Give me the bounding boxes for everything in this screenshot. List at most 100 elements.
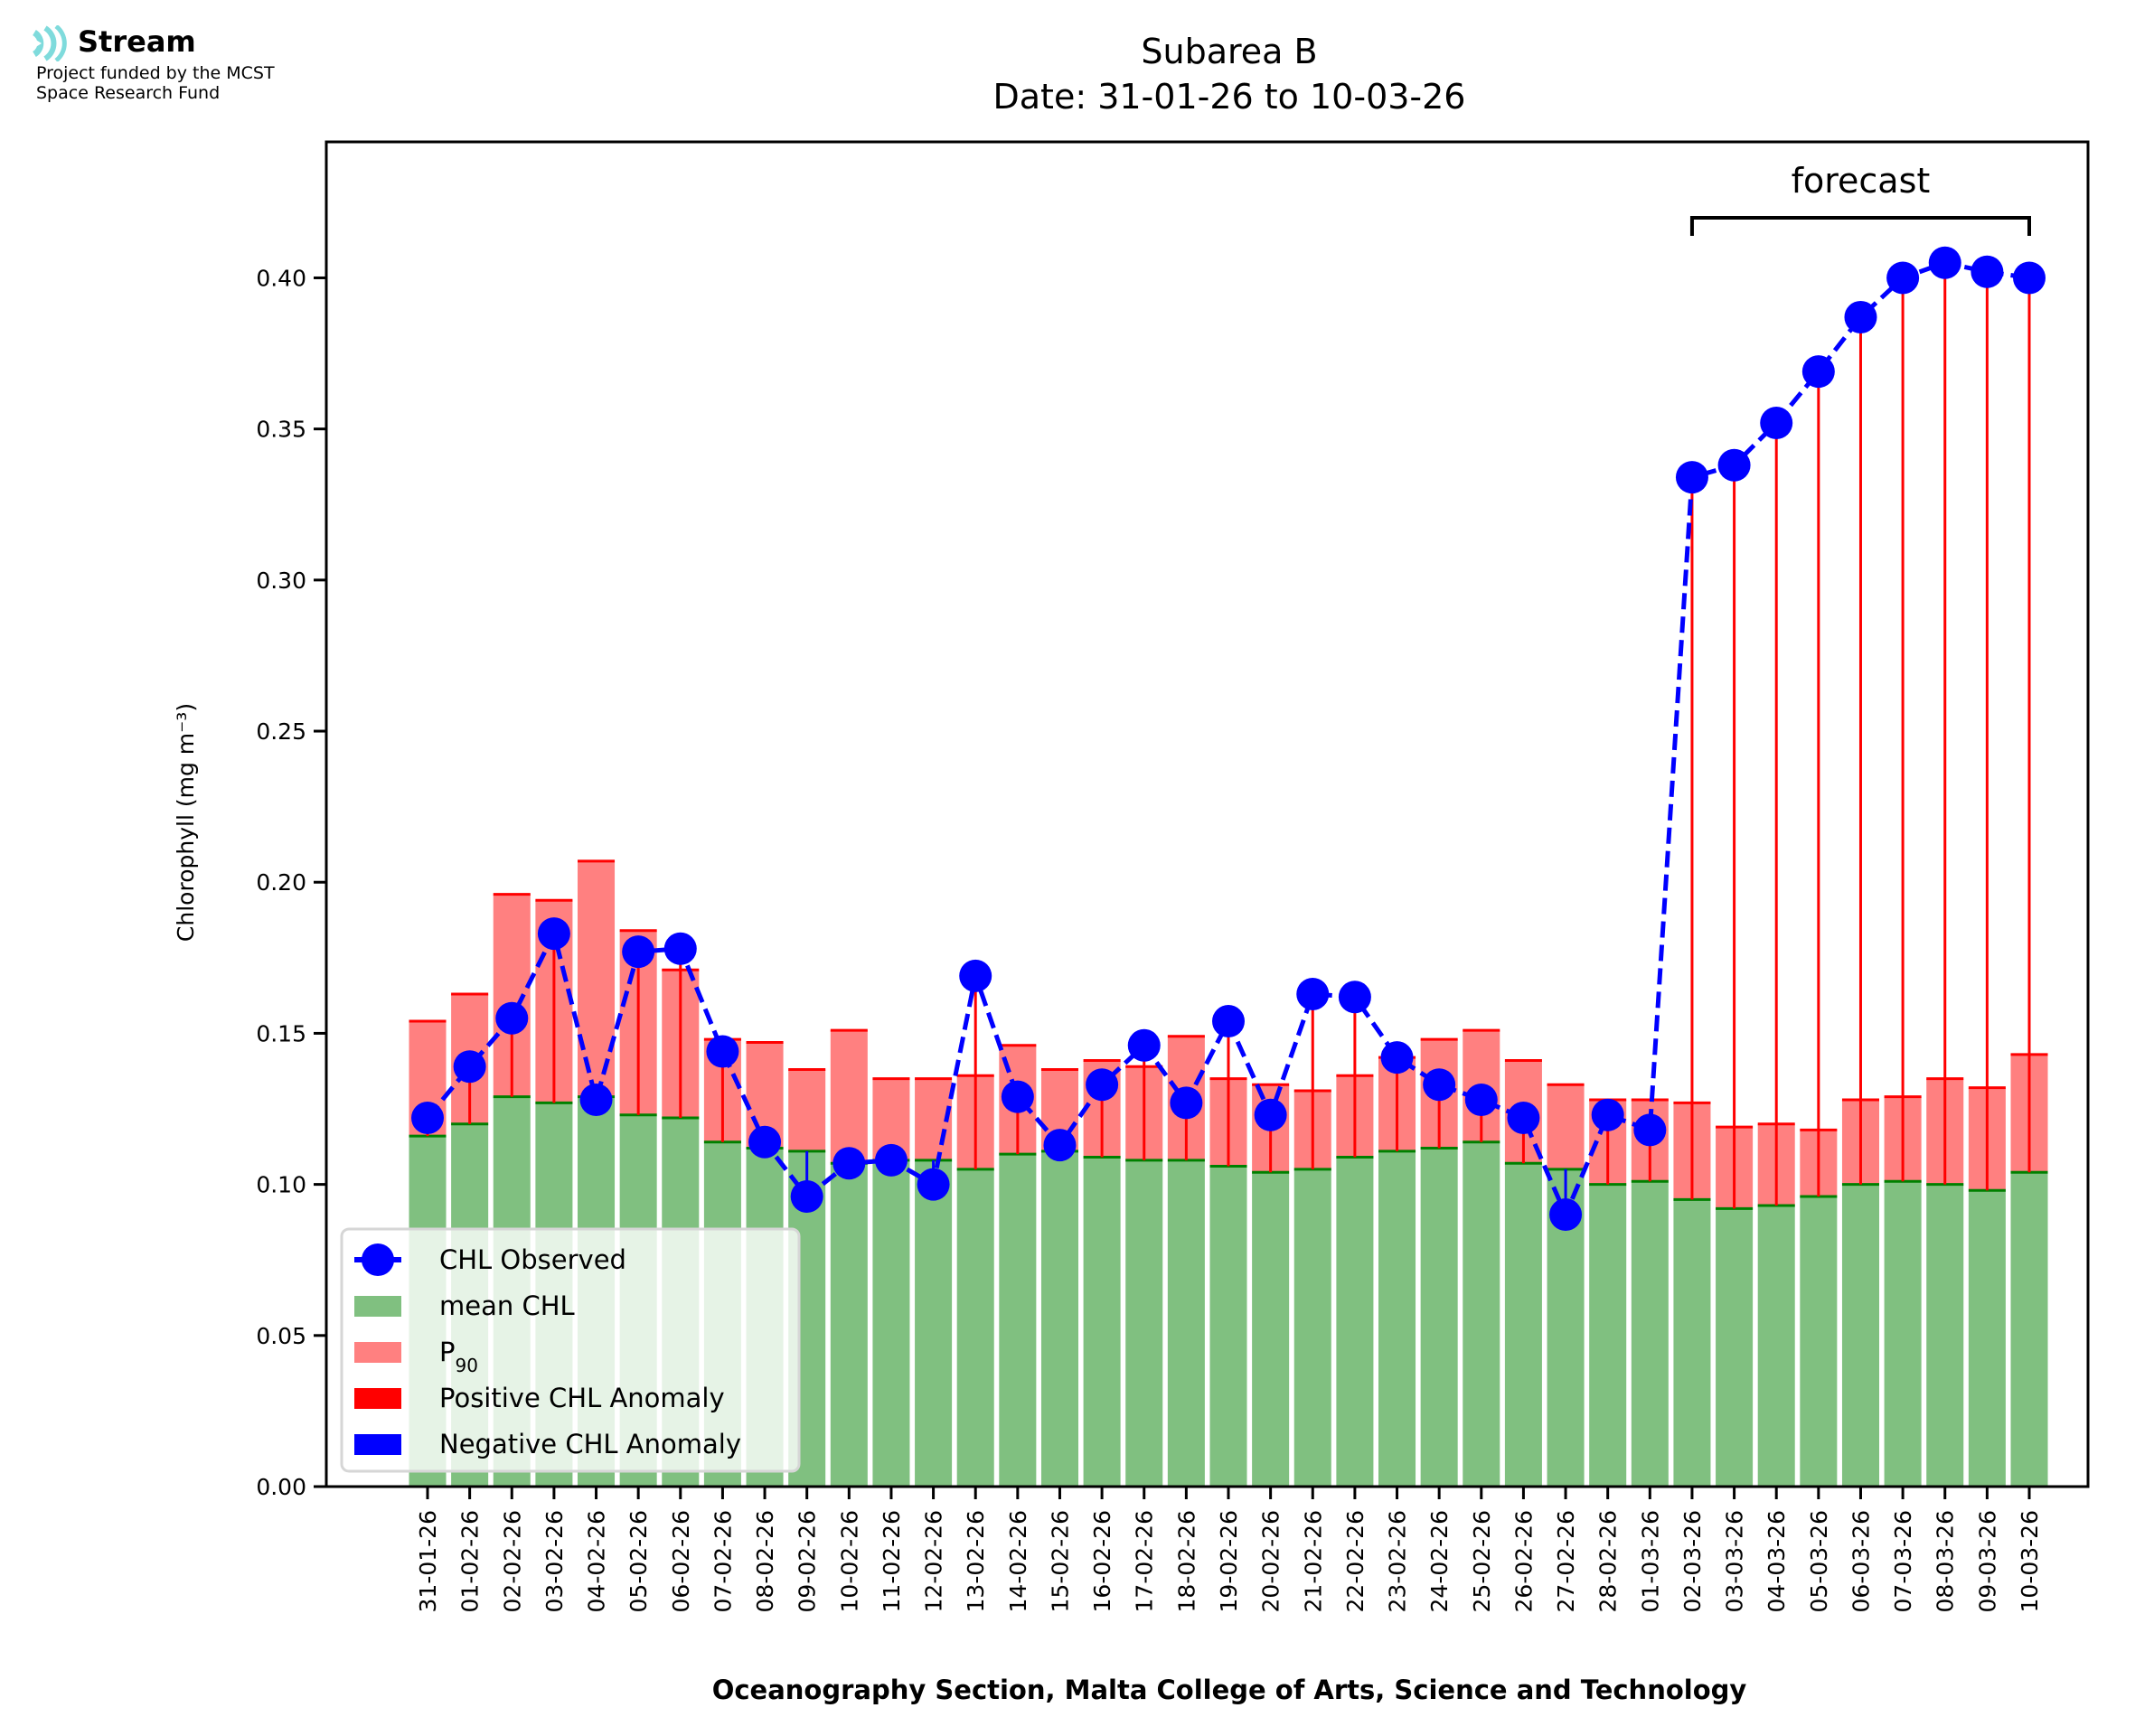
x-tick-label: 28-02-26 — [1595, 1510, 1622, 1612]
mean-bar — [1673, 1199, 1711, 1487]
legend-box — [340, 1227, 801, 1473]
observed-point — [959, 959, 992, 992]
x-tick-label: 10-03-26 — [2017, 1510, 2043, 1612]
mean-bar — [1125, 1159, 1163, 1487]
y-tick-label: 0.30 — [256, 568, 306, 594]
x-tick-label: 01-02-26 — [457, 1510, 484, 1612]
mean-bar — [872, 1159, 910, 1487]
x-tick-label: 04-03-26 — [1764, 1510, 1790, 1612]
plot-frame — [325, 140, 2090, 1488]
x-tick-label: 07-02-26 — [710, 1510, 736, 1612]
x-tick-label: 22-02-26 — [1342, 1510, 1369, 1612]
y-tick-label: 0.10 — [256, 1172, 306, 1198]
mean-bar — [2010, 1172, 2048, 1487]
observed-point — [1717, 448, 1751, 482]
mean-bar — [999, 1154, 1037, 1487]
x-tick-label: 25-02-26 — [1469, 1510, 1495, 1612]
observed-point — [1591, 1098, 1624, 1131]
observed-point — [1423, 1068, 1456, 1102]
mean-bar — [1589, 1184, 1627, 1487]
logo-subtitle-line2: Space Research Fund — [36, 83, 221, 103]
mean-bar — [1800, 1196, 1838, 1487]
x-tick-label: 02-02-26 — [499, 1510, 525, 1612]
x-tick-label: 09-03-26 — [1974, 1510, 2000, 1612]
mean-bar — [1757, 1206, 1795, 1487]
mean-bar — [1083, 1157, 1121, 1487]
logo-subtitle-line1: Project funded by the MCST — [36, 63, 275, 83]
observed-point — [1296, 977, 1330, 1010]
x-tick-label: 23-02-26 — [1385, 1510, 1411, 1612]
p90-bar — [788, 1069, 826, 1151]
observed-point — [1971, 255, 2004, 288]
x-tick-label: 02-03-26 — [1679, 1510, 1706, 1612]
observed-point — [1127, 1028, 1161, 1062]
x-axis: 31-01-26 01-02-26 02-02-26 03-02-26 04-02-26… — [415, 1487, 2043, 1612]
forecast-label: forecast — [1792, 161, 1931, 201]
y-tick-label: 0.35 — [256, 417, 306, 443]
mean-bar — [1504, 1163, 1542, 1487]
mean-bar — [1420, 1148, 1458, 1487]
observed-point — [1254, 1098, 1287, 1131]
x-tick-label: 14-02-26 — [1005, 1510, 1031, 1612]
x-tick-label: 01-03-26 — [1637, 1510, 1663, 1612]
observed-point — [663, 932, 697, 965]
x-tick-label: 05-02-26 — [626, 1510, 652, 1612]
x-tick-label: 24-02-26 — [1426, 1510, 1453, 1612]
x-tick-label: 04-02-26 — [584, 1510, 610, 1612]
y-tick-label: 0.40 — [256, 265, 306, 291]
observed-point — [1801, 355, 1835, 389]
observed-point — [874, 1143, 908, 1177]
chart-subtitle: Date: 31-01-26 to 10-03-26 — [993, 77, 1466, 117]
x-tick-label: 09-02-26 — [795, 1510, 821, 1612]
p90-bar — [830, 1030, 868, 1164]
y-tick-label: 0.20 — [256, 869, 306, 896]
observed-point — [1212, 1005, 1245, 1038]
observed-point — [1380, 1041, 1414, 1074]
mean-bar — [1968, 1190, 2006, 1487]
observed-point — [411, 1102, 444, 1135]
mean-bar — [1252, 1172, 1290, 1487]
observed-point — [579, 1083, 613, 1116]
x-tick-label: 05-03-26 — [1806, 1510, 1832, 1612]
forecast-bracket — [1689, 216, 2031, 236]
y-tick-label: 0.05 — [256, 1323, 306, 1349]
mean-bar — [1209, 1166, 1247, 1487]
legend-label: mean CHL — [439, 1290, 575, 1321]
observed-point — [917, 1168, 950, 1201]
x-tick-label: 26-02-26 — [1510, 1510, 1537, 1612]
mean-bar — [1463, 1141, 1500, 1487]
x-tick-label: 18-02-26 — [1173, 1510, 1199, 1612]
mean-bar — [915, 1159, 953, 1487]
observed-point — [1928, 246, 1961, 279]
observed-point — [453, 1050, 486, 1084]
x-tick-label: 31-01-26 — [415, 1510, 441, 1612]
mean-bar — [1716, 1208, 1754, 1487]
x-tick-label: 10-02-26 — [836, 1510, 862, 1612]
legend-label-subscript: 90 — [456, 1355, 478, 1376]
observed-point — [1507, 1102, 1540, 1135]
x-tick-label: 03-03-26 — [1722, 1510, 1748, 1612]
legend-marker-swatch — [362, 1243, 394, 1276]
observed-point — [1001, 1080, 1034, 1113]
y-axis: 0.00 0.05 0.10 0.15 0.20 0.25 0.30 0.35 0.40 — [256, 265, 326, 1500]
legend-label: Negative CHL Anomaly — [439, 1429, 741, 1459]
x-tick-label: 19-02-26 — [1216, 1510, 1242, 1612]
x-tick-label: 03-02-26 — [541, 1510, 568, 1612]
observed-point — [1886, 261, 1920, 295]
observed-point — [1633, 1113, 1667, 1147]
x-tick-label: 15-02-26 — [1047, 1510, 1073, 1612]
observed-point — [706, 1035, 739, 1068]
stream-waves-icon — [33, 25, 74, 61]
legend-patch-swatch — [354, 1434, 401, 1455]
y-tick-label: 0.25 — [256, 718, 306, 745]
mean-bar — [1167, 1159, 1205, 1487]
observed-point — [1844, 300, 1877, 333]
x-tick-label: 12-02-26 — [921, 1510, 947, 1612]
mean-bar — [830, 1163, 868, 1487]
observed-point — [748, 1125, 782, 1159]
mean-bar — [1926, 1184, 1964, 1487]
x-tick-label: 11-02-26 — [879, 1510, 905, 1612]
x-tick-label: 07-03-26 — [1890, 1510, 1916, 1612]
mean-bar — [1631, 1181, 1669, 1487]
